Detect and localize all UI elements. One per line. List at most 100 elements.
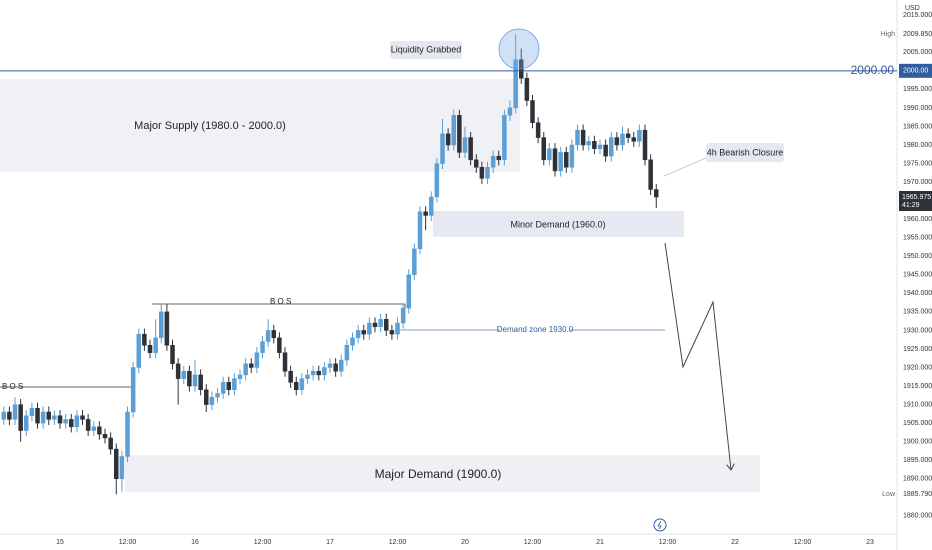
candle-body bbox=[57, 415, 63, 424]
x-tick-label: 23 bbox=[866, 539, 874, 546]
candle-body bbox=[648, 159, 653, 190]
candle-body bbox=[254, 352, 260, 368]
y-tick-label: 1890.000 bbox=[903, 476, 932, 483]
candle-body bbox=[620, 133, 625, 146]
liquidity-circle bbox=[498, 28, 540, 70]
candle-body bbox=[609, 137, 614, 157]
candle-body bbox=[310, 370, 316, 376]
candle-body bbox=[102, 433, 108, 439]
candle-body bbox=[322, 367, 327, 376]
bos-label: B O S bbox=[270, 297, 291, 306]
x-tick-label: 12:00 bbox=[794, 539, 812, 546]
y-tick-label: 1925.000 bbox=[903, 346, 932, 353]
candle-body bbox=[406, 274, 412, 309]
candle-body bbox=[339, 359, 344, 372]
candle-body bbox=[114, 448, 119, 479]
candle-body bbox=[507, 107, 513, 116]
candle-body bbox=[187, 370, 192, 387]
candle-body bbox=[558, 152, 563, 172]
label-bg bbox=[500, 324, 570, 336]
candle-body bbox=[69, 419, 74, 428]
y-tick-label: 1895.000 bbox=[903, 457, 932, 464]
candle-body bbox=[502, 115, 507, 161]
candle-body bbox=[192, 374, 198, 387]
candle-body bbox=[249, 363, 254, 368]
event-icon-bolt bbox=[657, 520, 662, 530]
y-tick-label: 1995.000 bbox=[903, 86, 932, 93]
y-tick-label: 1915.000 bbox=[903, 383, 932, 390]
candle-body bbox=[592, 141, 597, 149]
candle-body bbox=[654, 189, 659, 198]
candle-body bbox=[226, 382, 232, 390]
candle-body bbox=[260, 341, 265, 353]
candle-body bbox=[181, 370, 187, 379]
y-tick-label: 1940.000 bbox=[903, 290, 932, 297]
candle-body bbox=[384, 319, 389, 331]
y-tick-label: 1980.000 bbox=[903, 142, 932, 149]
candle-body bbox=[355, 330, 361, 339]
candle-body bbox=[389, 330, 395, 335]
candle-body bbox=[294, 382, 299, 390]
y-tick-label: 1955.000 bbox=[903, 235, 932, 242]
candle-body bbox=[552, 148, 558, 172]
low-tag-label: 1885.790 bbox=[903, 491, 932, 498]
event-icon[interactable] bbox=[653, 518, 667, 532]
candle-body bbox=[142, 333, 147, 346]
candle-body bbox=[434, 163, 440, 198]
candle-body bbox=[277, 337, 282, 353]
candle-body bbox=[232, 378, 237, 390]
candle-body bbox=[1, 411, 7, 420]
y-tick-label: 1985.000 bbox=[903, 123, 932, 130]
high-tag-label: 2009.850 bbox=[903, 31, 932, 38]
x-tick-label: 12:00 bbox=[524, 539, 542, 546]
candle-body bbox=[440, 133, 445, 164]
x-tick-label: 12:00 bbox=[389, 539, 407, 546]
y-tick-label: 1945.000 bbox=[903, 272, 932, 279]
level-tag bbox=[899, 63, 932, 78]
label-box bbox=[390, 41, 462, 59]
candle-body bbox=[209, 396, 215, 405]
candle-body bbox=[564, 152, 569, 168]
candle-body bbox=[625, 133, 631, 138]
candle-body bbox=[524, 77, 530, 101]
bos-label: B O S bbox=[2, 382, 23, 391]
candle-body bbox=[468, 137, 473, 161]
candle-body bbox=[586, 141, 592, 146]
y-tick-label: 1960.000 bbox=[903, 216, 932, 223]
x-tick-label: 20 bbox=[461, 539, 469, 546]
candle-body bbox=[547, 148, 552, 161]
y-tick-label: 1935.000 bbox=[903, 309, 932, 316]
high-tag bbox=[899, 28, 932, 41]
candle-body bbox=[204, 389, 209, 405]
candle-body bbox=[451, 115, 457, 146]
candle-body bbox=[344, 344, 350, 361]
candle-body bbox=[474, 159, 479, 168]
candle-body bbox=[485, 166, 490, 179]
candle-body bbox=[175, 363, 181, 379]
projection-arrow bbox=[664, 242, 731, 470]
x-tick-label: 17 bbox=[326, 539, 334, 546]
candle-body bbox=[395, 322, 400, 335]
supply-zone bbox=[0, 79, 520, 172]
candle-body bbox=[614, 137, 620, 146]
y-tick-label: 1905.000 bbox=[903, 420, 932, 427]
x-tick-label: 21 bbox=[596, 539, 604, 546]
y-tick-label: 2005.000 bbox=[903, 49, 932, 56]
x-tick-label: 15 bbox=[56, 539, 64, 546]
candle-body bbox=[333, 363, 338, 372]
x-tick-label: 12:00 bbox=[119, 539, 137, 546]
y-tick-label: 1990.000 bbox=[903, 105, 932, 112]
candle-body bbox=[597, 144, 603, 149]
y-tick-label: 1880.000 bbox=[903, 513, 932, 520]
x-tick-label: 16 bbox=[191, 539, 199, 546]
candle-body bbox=[299, 378, 305, 390]
candle-body bbox=[378, 319, 383, 327]
annotation: Major Demand (1900.0) bbox=[375, 467, 502, 481]
level-label: 2000.00 bbox=[851, 63, 895, 77]
minor-demand-zone bbox=[433, 211, 684, 237]
candle-body bbox=[46, 411, 52, 420]
y-tick-label: 1930.000 bbox=[903, 327, 932, 334]
annotation: Minor Demand (1960.0) bbox=[510, 219, 605, 229]
annotation: Demand zone 1930.0 bbox=[497, 325, 574, 334]
major-demand-zone bbox=[125, 455, 760, 492]
